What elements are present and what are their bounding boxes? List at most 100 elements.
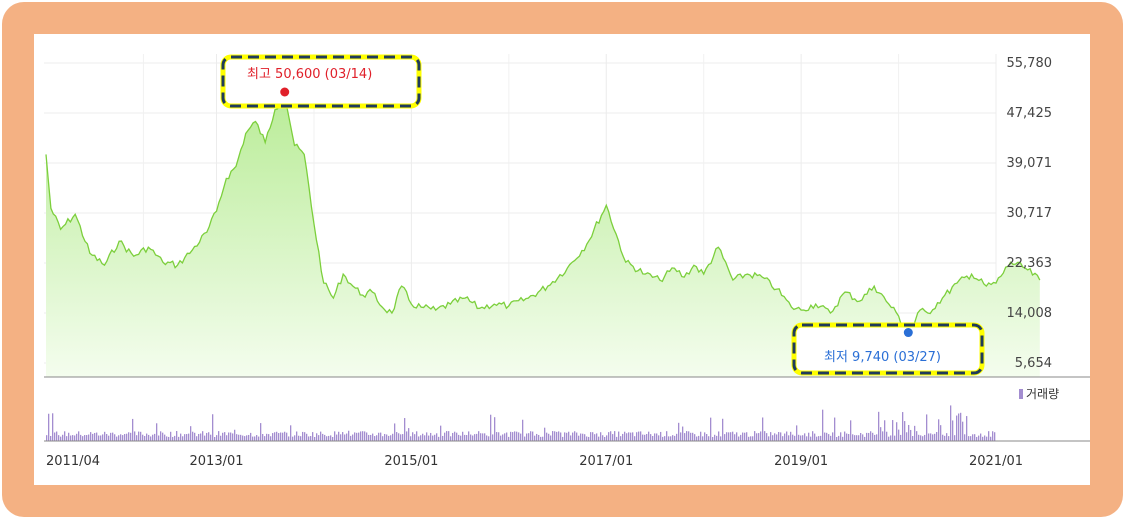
volume-bar bbox=[916, 431, 918, 441]
volume-bar bbox=[854, 435, 856, 441]
volume-bar bbox=[256, 435, 258, 441]
volume-bar bbox=[336, 434, 338, 441]
volume-bar bbox=[920, 435, 922, 441]
volume-bar bbox=[676, 433, 678, 441]
volume-bar bbox=[312, 432, 314, 441]
volume-bar bbox=[448, 431, 450, 441]
volume-bar bbox=[768, 436, 770, 441]
volume-bar bbox=[502, 434, 504, 441]
volume-bar bbox=[596, 433, 598, 441]
volume-bar bbox=[664, 436, 666, 441]
volume-bar bbox=[162, 432, 164, 441]
volume-bar bbox=[972, 434, 974, 441]
volume-bar bbox=[192, 431, 194, 441]
volume-bar bbox=[946, 433, 948, 441]
high-label-box bbox=[221, 55, 421, 108]
volume-bar bbox=[728, 432, 730, 441]
volume-bar bbox=[780, 432, 782, 441]
volume-bar bbox=[118, 435, 120, 441]
x-axis-ticks: 2011/04 2013/01 2015/01 2017/01 2019/01 2021/… bbox=[46, 454, 1023, 469]
volume-bar bbox=[318, 435, 320, 441]
volume-bar bbox=[912, 436, 914, 441]
volume-bar bbox=[672, 435, 674, 441]
volume-bar bbox=[824, 432, 826, 441]
volume-bar bbox=[120, 434, 122, 441]
volume-bar bbox=[144, 435, 146, 441]
volume-bar bbox=[168, 436, 170, 441]
volume-bar bbox=[216, 435, 218, 441]
volume-bar bbox=[858, 435, 860, 441]
volume-bar bbox=[722, 418, 724, 441]
volume-bar bbox=[284, 431, 286, 441]
low-label-box bbox=[792, 323, 984, 375]
volume-bar bbox=[260, 423, 262, 441]
volume-bar bbox=[790, 431, 792, 441]
volume-bar bbox=[464, 434, 466, 441]
volume-bar bbox=[862, 434, 864, 441]
volume-bar bbox=[958, 413, 960, 441]
volume-bar bbox=[230, 432, 232, 441]
volume-bar bbox=[496, 432, 498, 441]
volume-bar bbox=[892, 420, 894, 441]
volume-bar bbox=[568, 431, 570, 441]
volume-bar bbox=[122, 435, 124, 441]
volume-bar bbox=[752, 436, 754, 441]
volume-bar bbox=[538, 434, 540, 441]
volume-bar bbox=[716, 435, 718, 441]
volume-bar bbox=[884, 420, 886, 441]
volume-bar bbox=[228, 432, 230, 441]
volume-bar bbox=[748, 436, 750, 441]
volume-bar bbox=[690, 432, 692, 441]
volume-bar bbox=[306, 433, 308, 441]
volume-bar bbox=[706, 434, 708, 441]
volume-bar bbox=[702, 436, 704, 441]
volume-bar bbox=[428, 435, 430, 441]
volume-bar bbox=[898, 429, 900, 441]
volume-bar bbox=[918, 434, 920, 441]
volume-bar bbox=[470, 434, 472, 441]
volume-bar bbox=[818, 436, 820, 441]
volume-bar bbox=[248, 434, 250, 441]
volume-bar bbox=[142, 434, 144, 441]
volume-bar bbox=[678, 422, 680, 441]
volume-bar bbox=[562, 436, 564, 441]
volume-bar bbox=[762, 417, 764, 441]
volume-bar bbox=[558, 431, 560, 441]
volume-bar bbox=[872, 432, 874, 441]
volume-bar bbox=[554, 431, 556, 441]
volume-bar bbox=[274, 432, 276, 441]
low-point bbox=[903, 328, 913, 338]
volume-bar bbox=[608, 432, 610, 441]
volume-bar bbox=[668, 436, 670, 441]
volume-bar bbox=[886, 431, 888, 441]
volume-bar bbox=[994, 432, 996, 441]
volume-bar bbox=[340, 434, 342, 441]
volume-bar bbox=[544, 427, 546, 441]
y-tick-label: 47,425 bbox=[1007, 106, 1053, 121]
volume-bar bbox=[860, 432, 862, 441]
volume-bar bbox=[88, 434, 90, 441]
volume-legend-swatch bbox=[1019, 389, 1023, 399]
volume-bar bbox=[50, 435, 52, 441]
volume-bar bbox=[564, 432, 566, 441]
volume-bar bbox=[804, 433, 806, 441]
chart-panel: 55,780 47,425 39,071 30,717 22,363 14,008 5,65… bbox=[34, 34, 1090, 485]
volume-bar bbox=[52, 413, 54, 441]
volume-bar bbox=[486, 435, 488, 441]
volume-bar bbox=[686, 431, 688, 441]
volume-bar bbox=[264, 436, 266, 441]
volume-bar bbox=[80, 434, 82, 441]
volume-bar bbox=[836, 436, 838, 441]
volume-bar bbox=[900, 434, 902, 441]
volume-bar bbox=[634, 436, 636, 441]
volume-bar bbox=[148, 434, 150, 441]
volume-bar bbox=[416, 431, 418, 441]
volume-bar bbox=[370, 434, 372, 441]
volume-bar bbox=[548, 433, 550, 441]
volume-bar bbox=[72, 435, 74, 441]
volume-bar bbox=[286, 432, 288, 441]
volume-bar bbox=[652, 435, 654, 441]
volume-bar bbox=[710, 417, 712, 441]
volume-bar bbox=[646, 433, 648, 441]
volume-bar bbox=[70, 435, 72, 441]
